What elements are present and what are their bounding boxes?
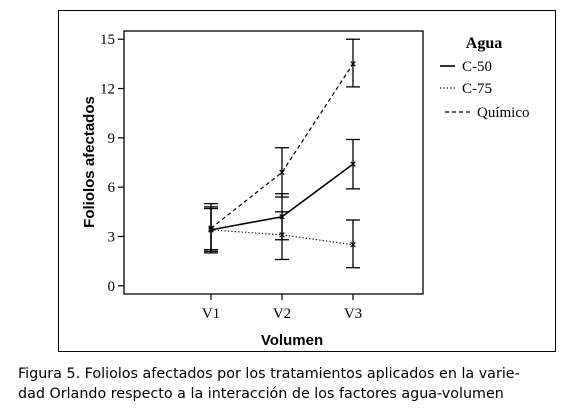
- axes: 0 3 6 9 12 15 V1 V2 V3: [100, 30, 424, 322]
- data-point-stroke: [279, 169, 285, 176]
- data-point: [350, 241, 356, 248]
- data-point-stroke: [350, 161, 356, 167]
- series-line: [210, 63, 354, 229]
- data-point: [279, 214, 285, 220]
- y-tick-label: 9: [108, 131, 116, 147]
- legend-label: C-75: [462, 81, 492, 97]
- x-tick-label: V3: [344, 306, 362, 322]
- data-points: [208, 61, 356, 248]
- legend-entry: Químico: [445, 105, 530, 121]
- chart-frame: [58, 10, 556, 352]
- y-tick-label: 0: [108, 279, 116, 295]
- legend-label: C-50: [462, 59, 492, 75]
- x-tick-label: V1: [202, 306, 220, 322]
- data-point: [279, 169, 285, 176]
- x-axis-label: Volumen: [261, 332, 323, 349]
- y-tick-label: 3: [108, 229, 116, 245]
- legend-label: Químico: [477, 105, 530, 121]
- figure-caption: Figura 5. Foliolos afectados por los tra…: [18, 364, 566, 404]
- data-point: [208, 227, 214, 233]
- legend: Agua C-50 C-75 Químico: [440, 35, 530, 121]
- error-bar: [204, 202, 218, 251]
- data-point-stroke: [208, 225, 214, 231]
- y-tick-label: 6: [108, 180, 116, 196]
- data-point-stroke: [208, 227, 214, 233]
- plot-area-border: [123, 30, 424, 295]
- error-bars: [204, 38, 360, 269]
- x-tick-label: V2: [273, 306, 291, 322]
- caption-line-1: Figura 5. Foliolos afectados por los tra…: [18, 366, 520, 382]
- legend-entry: C-75: [440, 81, 492, 97]
- data-point: [279, 232, 285, 238]
- y-tick-label: 12: [100, 82, 115, 98]
- data-point-stroke: [279, 214, 285, 220]
- data-point: [350, 161, 356, 167]
- legend-entry: C-50: [440, 59, 492, 75]
- data-point-stroke: [350, 61, 356, 67]
- data-point: [350, 61, 356, 67]
- legend-title: Agua: [466, 35, 502, 52]
- y-tick-label: 15: [100, 32, 115, 48]
- data-point: [208, 225, 214, 231]
- y-axis-label: Foliolos afectados: [81, 96, 98, 228]
- caption-line-2: dad Orlando respecto a la interacción de…: [18, 386, 504, 402]
- data-point-stroke: [350, 241, 356, 248]
- data-point-stroke: [279, 232, 285, 238]
